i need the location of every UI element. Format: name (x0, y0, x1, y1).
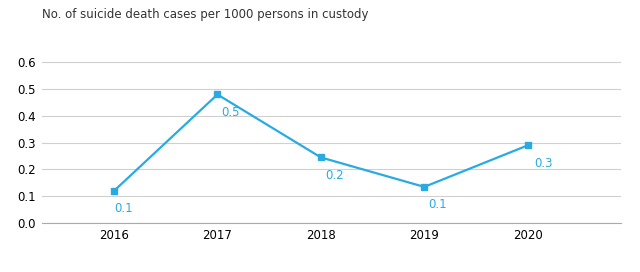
Text: 0.2: 0.2 (325, 169, 344, 182)
Text: 0.1: 0.1 (114, 202, 132, 215)
Text: 0.3: 0.3 (534, 157, 552, 170)
Text: No. of suicide death cases per 1000 persons in custody: No. of suicide death cases per 1000 pers… (42, 8, 368, 21)
Text: 0.1: 0.1 (428, 198, 447, 211)
Text: 0.5: 0.5 (221, 106, 240, 119)
